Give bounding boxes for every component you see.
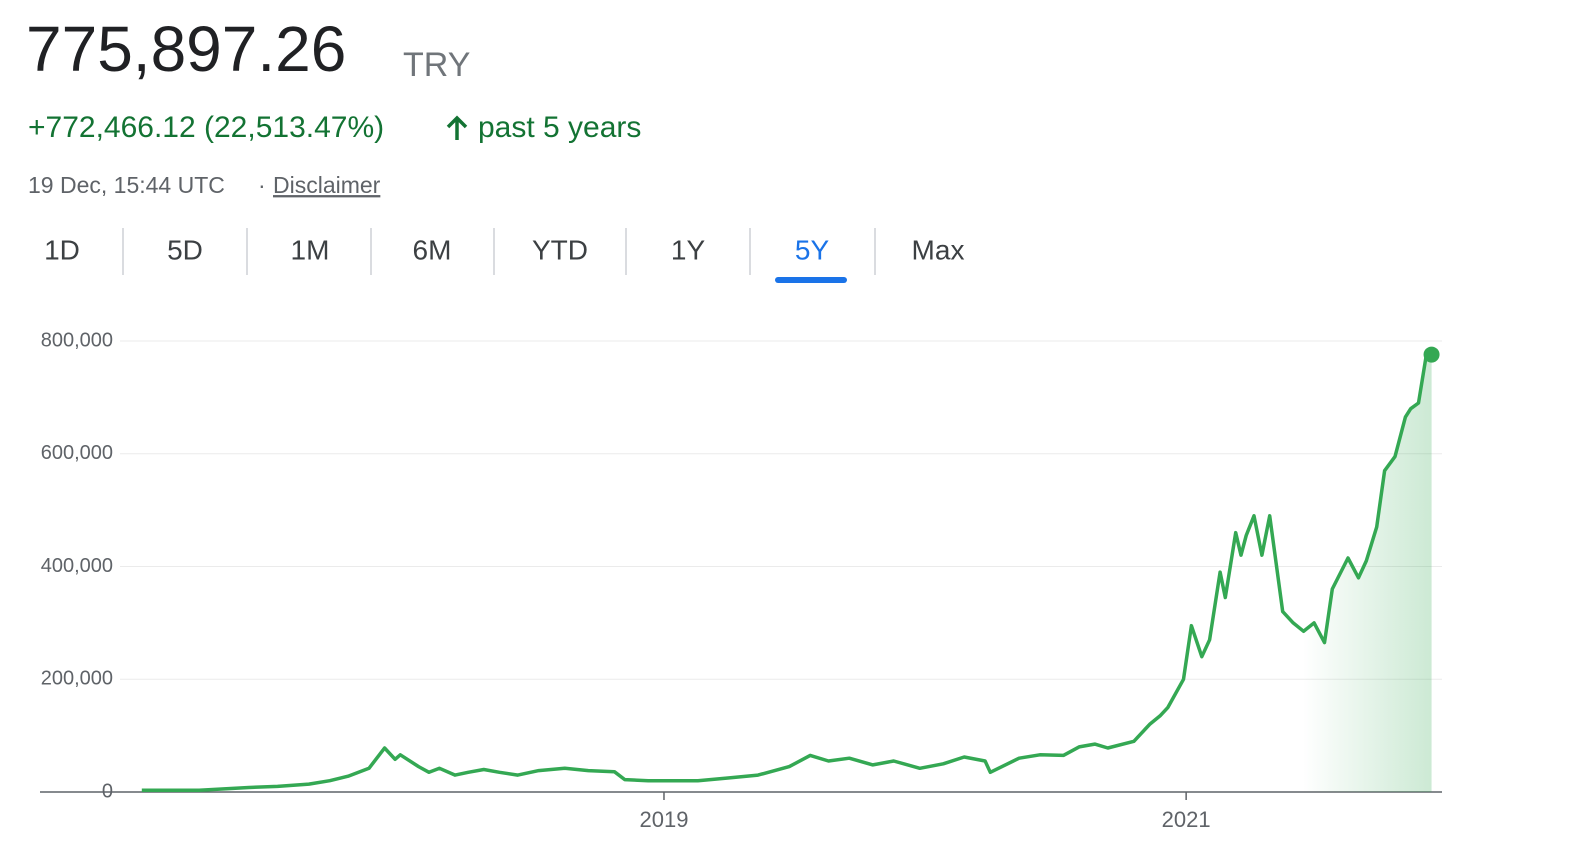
period: past 5 years (478, 111, 641, 144)
y-tick-label: 400,000 (41, 555, 113, 577)
range-tab[interactable]: 5Y (795, 234, 830, 265)
range-tab[interactable]: 1D (44, 234, 80, 265)
selected-underline (775, 277, 847, 283)
timestamp: 19 Dec, 15:44 UTC (28, 172, 225, 198)
range-tab[interactable]: 5D (167, 234, 203, 265)
end-point (1423, 346, 1440, 363)
currency: TRY (403, 46, 470, 84)
y-tick-label: 600,000 (41, 442, 113, 464)
separator: · (258, 172, 266, 198)
x-tick-label: 2021 (1162, 807, 1211, 832)
price: 775,897.26 (26, 13, 346, 85)
y-tick-label: 200,000 (41, 668, 113, 690)
range-tab[interactable]: Max (912, 234, 965, 265)
x-tick-label: 2019 (640, 807, 689, 832)
disclaimer-link[interactable]: Disclaimer (273, 172, 381, 198)
change: +772,466.12 (22,513.47%) (28, 111, 384, 144)
range-tab[interactable]: 6M (413, 234, 452, 265)
range-tab[interactable]: YTD (532, 234, 588, 265)
range-tab[interactable]: 1Y (671, 234, 706, 265)
range-tab[interactable]: 1M (291, 234, 330, 265)
price-line (141, 352, 1432, 793)
up-arrow (446, 115, 468, 140)
area-fill (141, 354, 1432, 792)
y-tick-label: 800,000 (41, 329, 113, 351)
